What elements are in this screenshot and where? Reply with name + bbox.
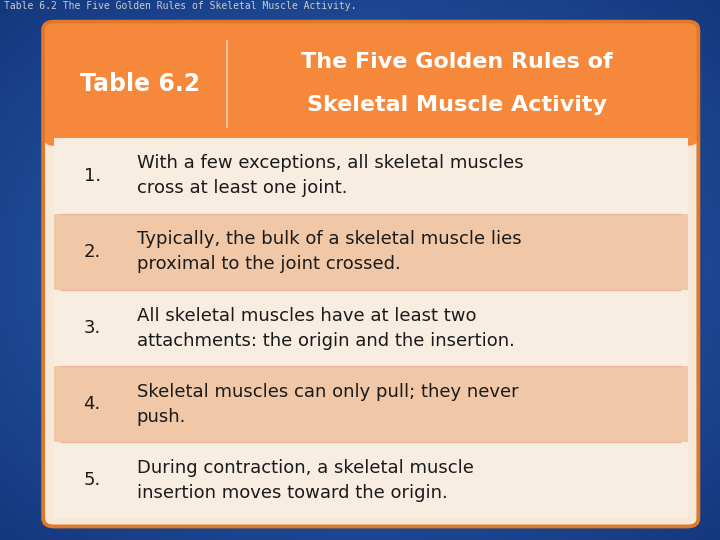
Text: Typically, the bulk of a skeletal muscle lies
proximal to the joint crossed.: Typically, the bulk of a skeletal muscle… — [137, 231, 521, 273]
Bar — [54, 290, 688, 366]
Bar — [54, 214, 688, 290]
Text: 1.: 1. — [84, 167, 101, 185]
Text: All skeletal muscles have at least two
attachments: the origin and the insertion: All skeletal muscles have at least two a… — [137, 307, 515, 349]
Text: Table 6.2 The Five Golden Rules of Skeletal Muscle Activity.: Table 6.2 The Five Golden Rules of Skele… — [4, 1, 356, 11]
Bar — [54, 442, 688, 518]
Text: 3.: 3. — [84, 319, 101, 337]
Text: Skeletal muscles can only pull; they never
push.: Skeletal muscles can only pull; they nev… — [137, 383, 518, 426]
FancyBboxPatch shape — [43, 22, 698, 146]
Text: The Five Golden Rules of: The Five Golden Rules of — [302, 52, 613, 72]
Text: With a few exceptions, all skeletal muscles
cross at least one joint.: With a few exceptions, all skeletal musc… — [137, 154, 523, 197]
Text: Skeletal Muscle Activity: Skeletal Muscle Activity — [307, 95, 607, 116]
FancyBboxPatch shape — [43, 22, 698, 526]
Text: During contraction, a skeletal muscle
insertion moves toward the origin.: During contraction, a skeletal muscle in… — [137, 459, 474, 502]
Text: Table 6.2: Table 6.2 — [81, 72, 200, 96]
Text: 2.: 2. — [84, 243, 101, 261]
Bar — [54, 366, 688, 442]
Bar — [54, 138, 688, 214]
Text: 5.: 5. — [84, 471, 101, 489]
Text: 4.: 4. — [84, 395, 101, 413]
Bar — [54, 105, 688, 138]
